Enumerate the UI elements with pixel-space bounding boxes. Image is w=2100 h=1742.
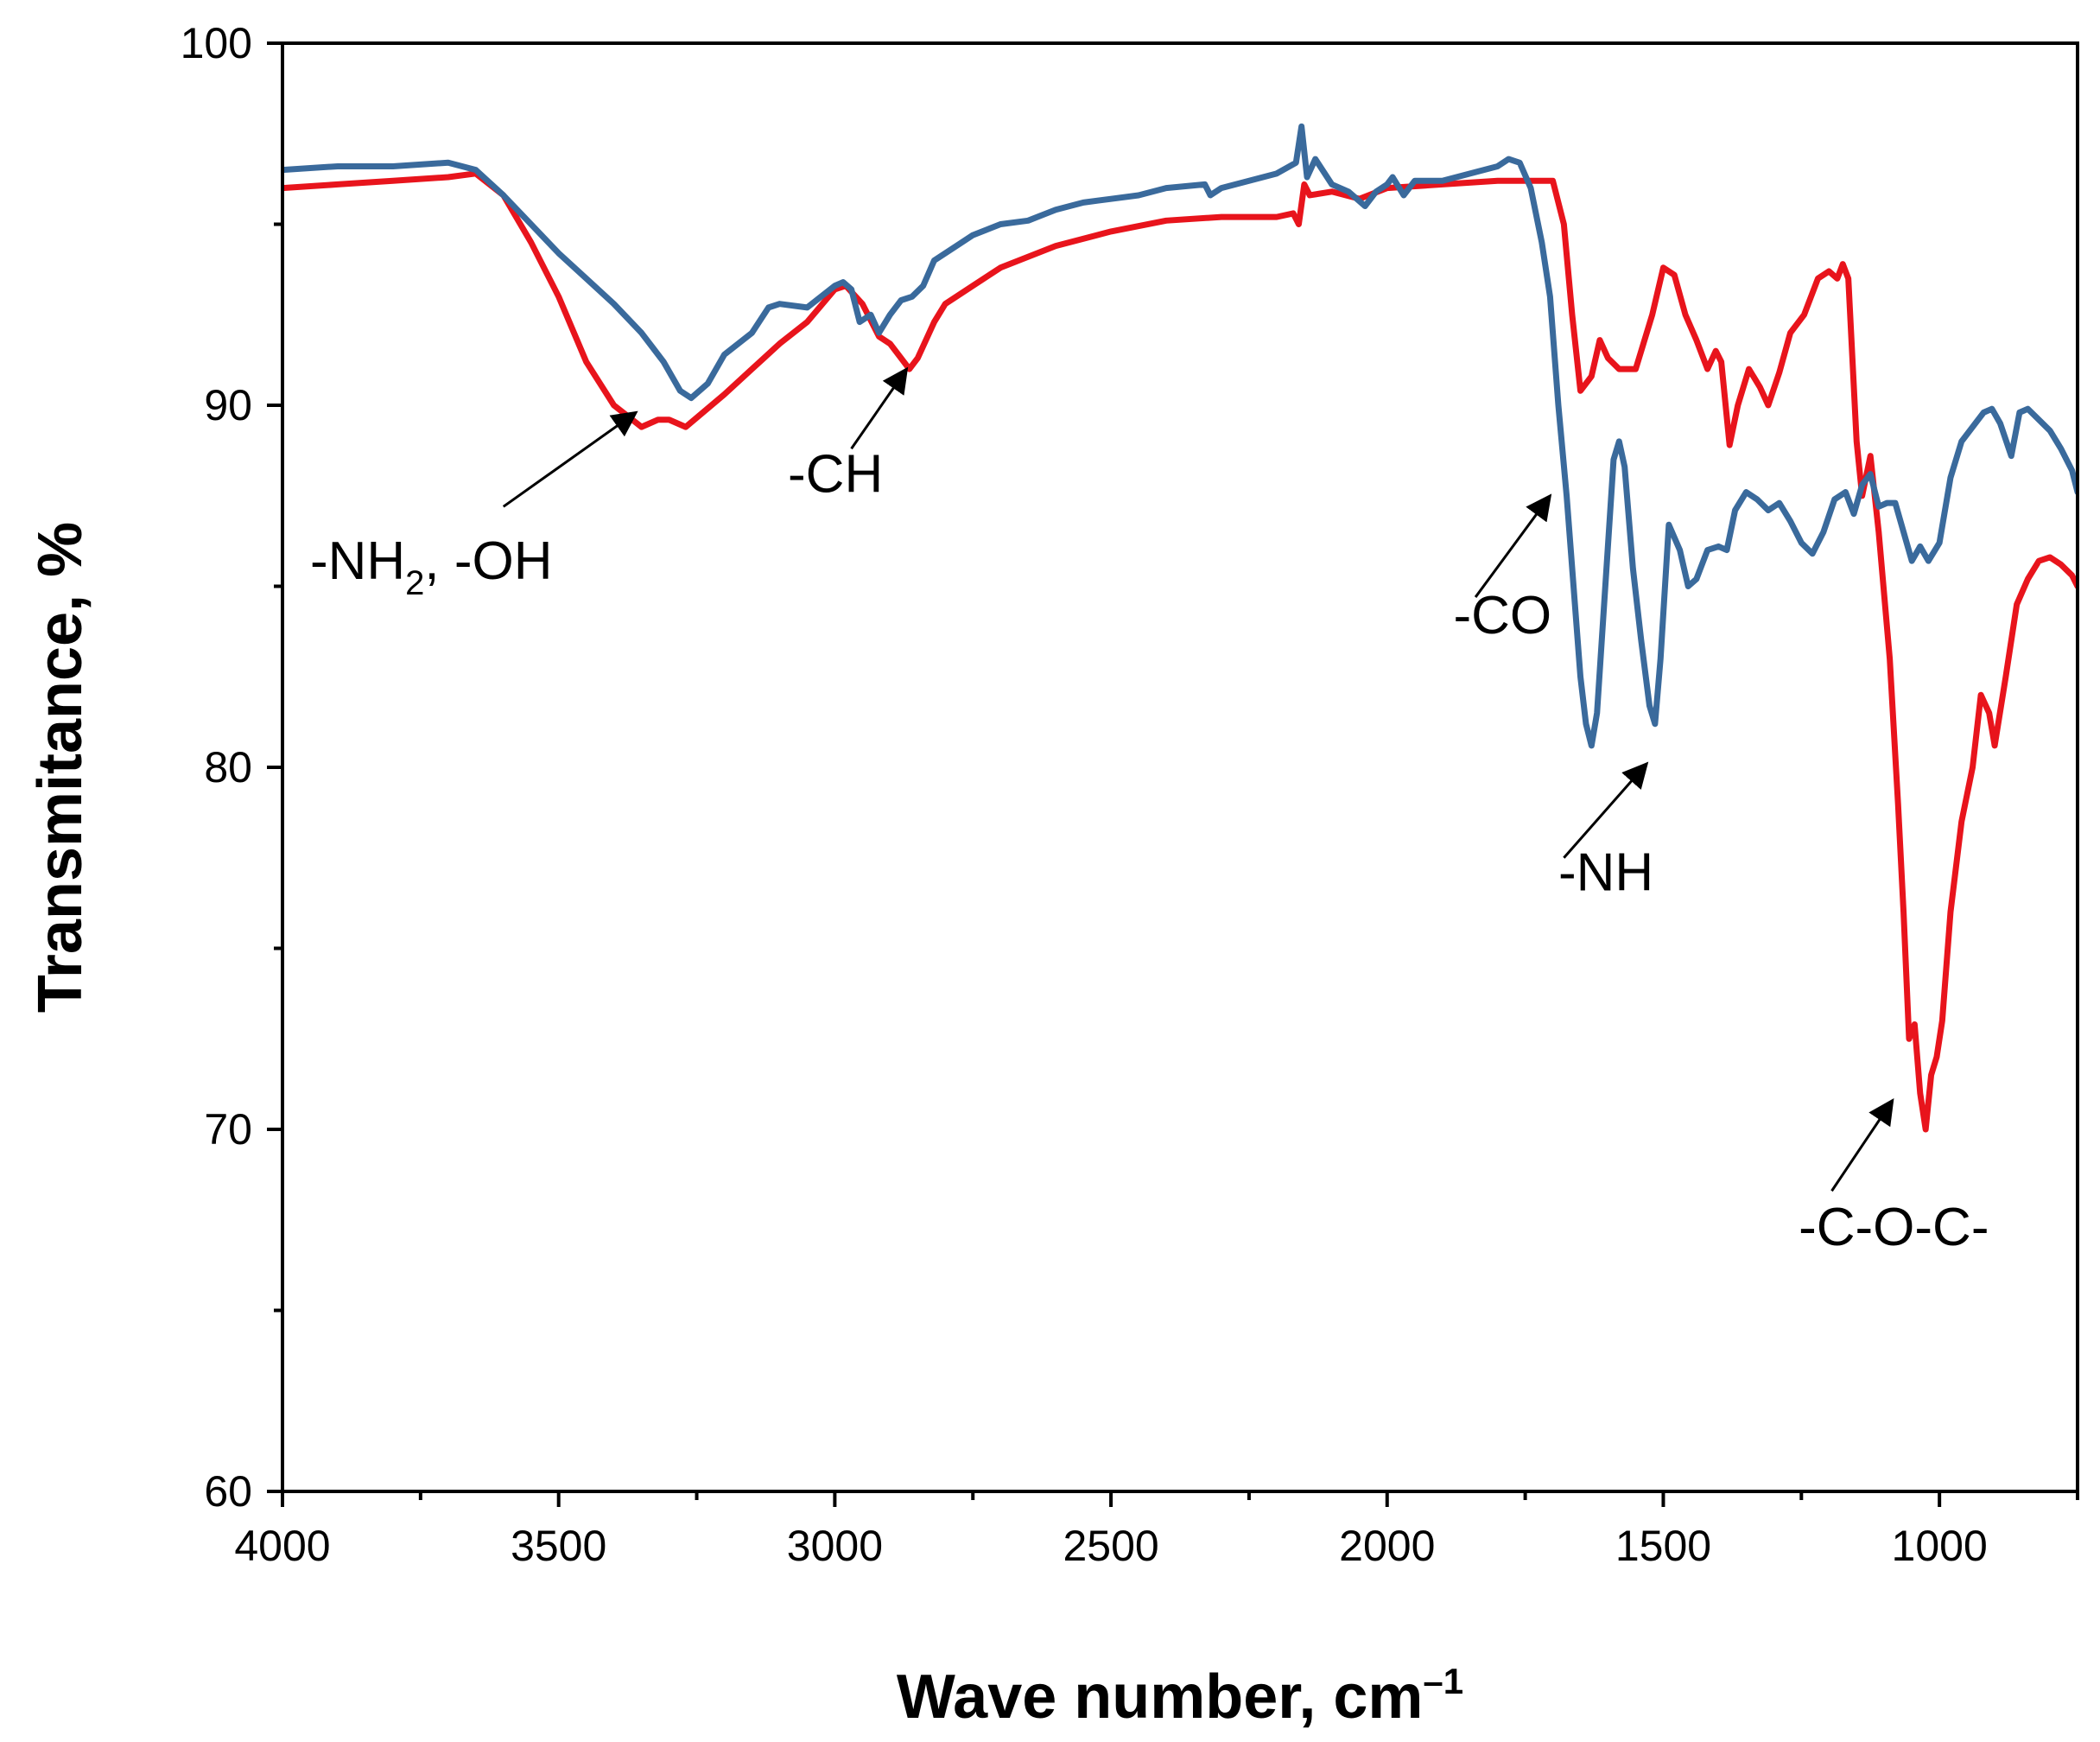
x-tick-label: 2500	[1063, 1522, 1158, 1570]
annotation-label-subscript: 2	[405, 564, 424, 602]
x-tick-label: 3000	[787, 1522, 883, 1570]
x-tick-label: 4000	[234, 1522, 330, 1570]
annotation-label-main: -C-O-C-	[1799, 1198, 1989, 1257]
annotation-label-main: -NH	[1558, 842, 1653, 902]
annotation-label: -CH	[788, 445, 883, 505]
x-tick-label: 2000	[1339, 1522, 1435, 1570]
x-tick-label: 1000	[1892, 1522, 1988, 1570]
y-tick-label: 70	[204, 1105, 252, 1154]
annotation-label-main: -CH	[788, 445, 883, 505]
annotation-label: -C-O-C-	[1799, 1198, 1989, 1257]
series-group	[282, 123, 2078, 1133]
x-tick-label: 1500	[1615, 1522, 1711, 1570]
x-axis-title-superscript: –1	[1423, 1661, 1463, 1701]
annotation-label: -CO	[1453, 586, 1551, 645]
y-tick-label: 60	[204, 1467, 252, 1516]
x-axis-title-main: Wave number, cm	[897, 1663, 1424, 1732]
annotation-label-main: -CO	[1453, 586, 1551, 645]
y-tick-label: 100	[181, 19, 252, 67]
y-axis-title: Transmitance, %	[26, 522, 95, 1013]
annotation-arrow	[502, 410, 638, 508]
y-tick-label: 90	[204, 381, 252, 429]
x-tick-label: 3500	[511, 1522, 606, 1570]
annotation-arrow	[850, 366, 909, 450]
series-line-blue	[282, 123, 2078, 749]
annotation-arrow	[1474, 493, 1552, 598]
annotation-label: -NH2, -OH	[310, 531, 553, 602]
annotation-label-main: -NH	[310, 531, 405, 591]
series-line-red	[282, 170, 2078, 1133]
annotation-arrow	[1563, 761, 1649, 859]
plot-frame	[281, 41, 2079, 1493]
annotation-label: -NH	[1558, 842, 1653, 902]
annotation-label-after: , -OH	[424, 531, 552, 591]
y-tick-label: 80	[204, 743, 252, 792]
x-axis-title: Wave number, cm–1	[897, 1661, 1463, 1732]
annotation-arrow	[1830, 1097, 1894, 1192]
